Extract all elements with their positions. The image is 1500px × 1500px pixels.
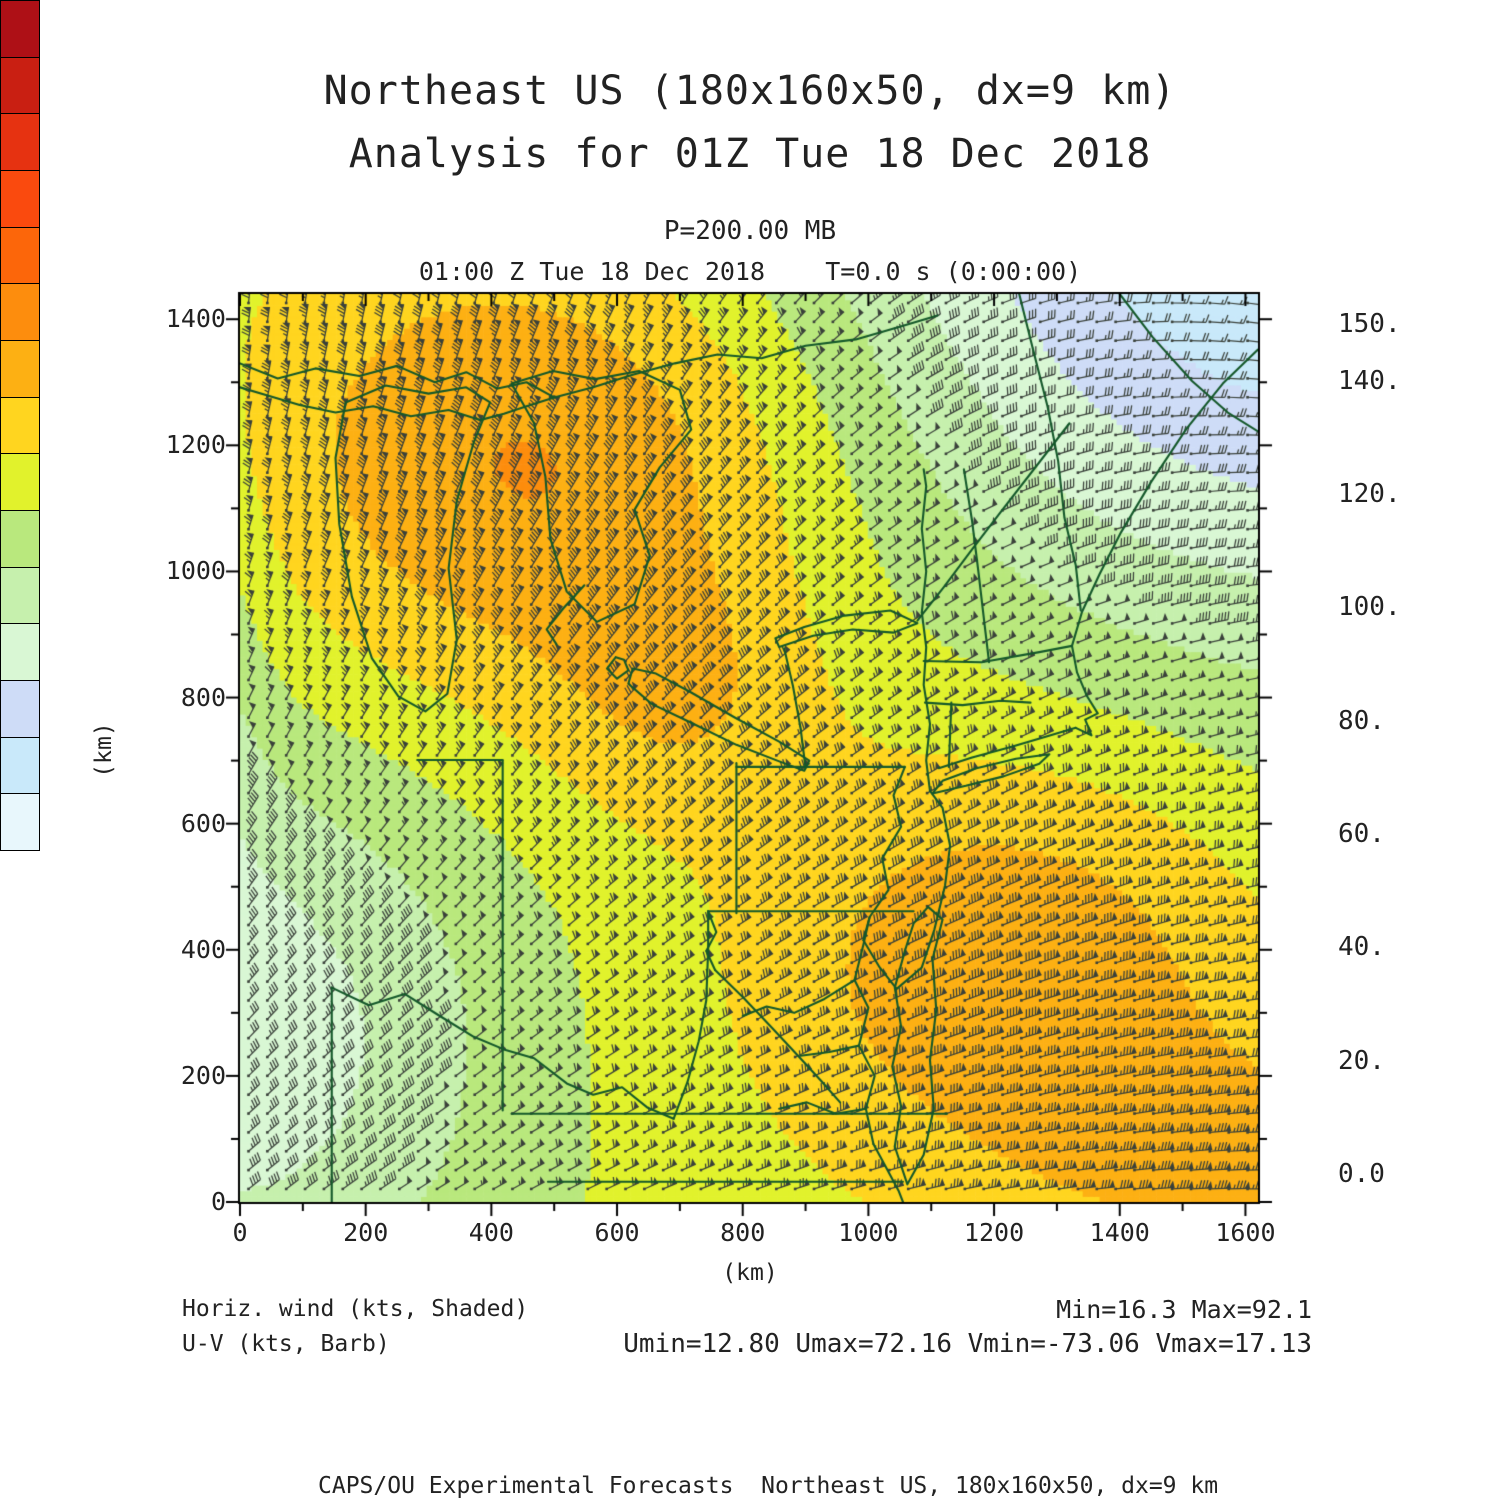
x-axis-unit: (km) [722, 1260, 778, 1286]
pressure-level-label: P=200.00 MB [663, 216, 837, 246]
colorbar-tick-label: 60. [1338, 819, 1385, 849]
x-tick-label: 0 [232, 1218, 248, 1247]
x-tick-label: 1600 [1215, 1218, 1276, 1247]
colorbar-tick-label: 0.0 [1338, 1159, 1385, 1189]
colorbar-tick-label: 150. [1338, 309, 1401, 339]
x-tick-label: 400 [468, 1218, 514, 1247]
legend-shaded-label: Horiz. wind (kts, Shaded) [182, 1296, 529, 1322]
x-tick-label: 1200 [963, 1218, 1025, 1247]
legend-barb-label: U-V (kts, Barb) [182, 1331, 390, 1357]
page-title: Northeast US (180x160x50, dx=9 km) [323, 68, 1177, 114]
caption: CAPS/OU Experimental Forecasts Northeast… [318, 1473, 1219, 1499]
colorbar-tick-label: 80. [1338, 705, 1385, 736]
y-tick-label: 400 [180, 934, 226, 964]
uv-stats: Umin=12.80 Umax=72.16 Vmin=-73.06 Vmax=1… [623, 1329, 1312, 1359]
y-tick-label: 800 [180, 682, 226, 712]
colorbar-tick-label: 120. [1338, 479, 1401, 509]
y-tick-label: 200 [180, 1060, 226, 1090]
x-tick-label: 1400 [1089, 1218, 1150, 1247]
colorbar-tick-label: 40. [1338, 932, 1385, 963]
y-tick-label: 1000 [165, 556, 226, 586]
colorbar-tick-label: 100. [1338, 592, 1401, 623]
y-tick-label: 1200 [165, 430, 226, 460]
y-tick-label: 0 [210, 1187, 226, 1216]
minmax-stats: Min=16.3 Max=92.1 [1056, 1295, 1312, 1324]
y-tick-label: 1400 [165, 304, 226, 334]
x-tick-label: 1000 [838, 1218, 899, 1247]
x-tick-label: 200 [343, 1218, 389, 1247]
valid-time-label: 01:00 Z Tue 18 Dec 2018 T=0.0 s (0:00:00… [418, 257, 1082, 286]
y-axis-unit: (km) [91, 722, 117, 778]
colorbar-tick-label: 140. [1338, 365, 1401, 396]
x-tick-label: 600 [594, 1218, 640, 1247]
colorbar-tick-label: 20. [1338, 1045, 1385, 1076]
y-tick-label: 600 [180, 808, 226, 838]
page-subtitle: Analysis for 01Z Tue 18 Dec 2018 [348, 131, 1152, 177]
x-tick-label: 800 [720, 1218, 766, 1247]
